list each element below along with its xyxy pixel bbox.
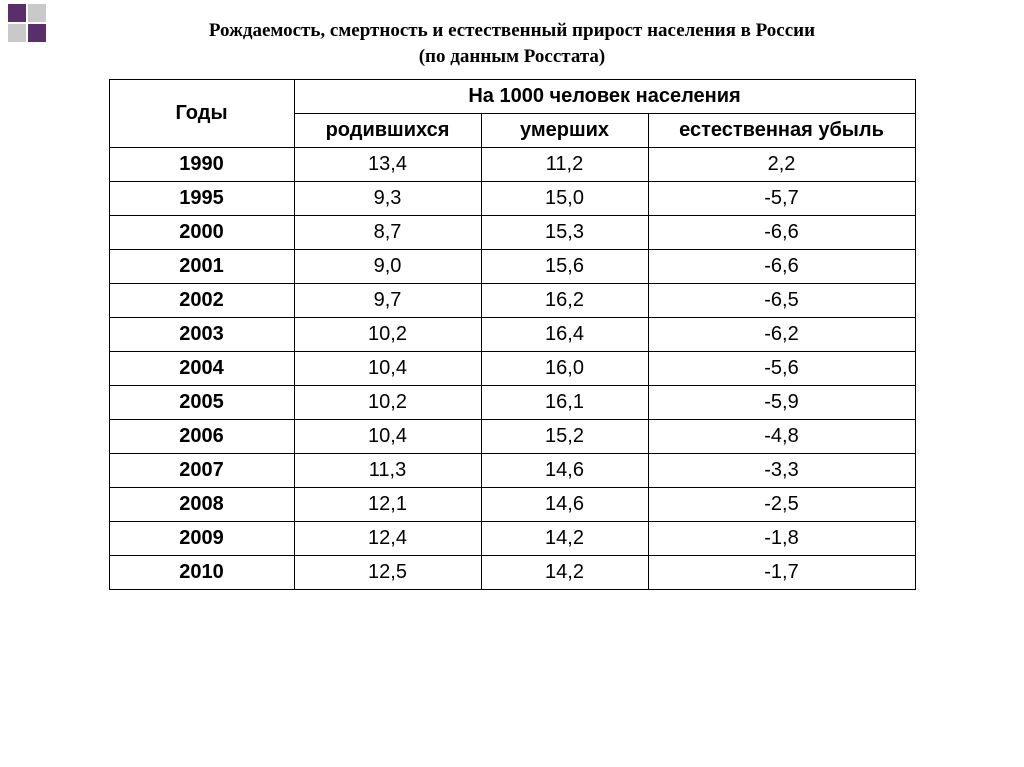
- table-row: 20019,015,6-6,6: [109, 250, 915, 284]
- cell-year: 1995: [109, 182, 294, 216]
- cell-died: 15,0: [481, 182, 648, 216]
- table-row: 200410,416,0-5,6: [109, 352, 915, 386]
- cell-year: 2008: [109, 488, 294, 522]
- cell-natural: -4,8: [648, 420, 915, 454]
- table-row: 20008,715,3-6,6: [109, 216, 915, 250]
- cell-born: 11,3: [294, 454, 481, 488]
- cell-born: 10,4: [294, 352, 481, 386]
- table-row: 200510,216,1-5,9: [109, 386, 915, 420]
- cell-natural: -6,6: [648, 216, 915, 250]
- cell-born: 10,2: [294, 318, 481, 352]
- cell-died: 15,3: [481, 216, 648, 250]
- cell-died: 15,2: [481, 420, 648, 454]
- header-group: На 1000 человек населения: [294, 80, 915, 114]
- cell-died: 15,6: [481, 250, 648, 284]
- cell-died: 16,0: [481, 352, 648, 386]
- decoration-square: [8, 4, 26, 22]
- cell-year: 2002: [109, 284, 294, 318]
- table-row: 20029,716,2-6,5: [109, 284, 915, 318]
- cell-year: 2000: [109, 216, 294, 250]
- cell-died: 14,2: [481, 522, 648, 556]
- cell-born: 9,3: [294, 182, 481, 216]
- table-row: 200812,114,6-2,5: [109, 488, 915, 522]
- cell-year: 2001: [109, 250, 294, 284]
- cell-born: 12,5: [294, 556, 481, 590]
- table-row: 200610,415,2-4,8: [109, 420, 915, 454]
- cell-natural: -6,6: [648, 250, 915, 284]
- cell-natural: -3,3: [648, 454, 915, 488]
- cell-born: 9,0: [294, 250, 481, 284]
- cell-natural: -1,7: [648, 556, 915, 590]
- header-natural: естественная убыль: [648, 114, 915, 148]
- cell-year: 2003: [109, 318, 294, 352]
- cell-year: 2007: [109, 454, 294, 488]
- table-row: 200912,414,2-1,8: [109, 522, 915, 556]
- cell-born: 10,2: [294, 386, 481, 420]
- slide-title: Рождаемость, смертность и естественный п…: [0, 18, 1024, 69]
- cell-born: 13,4: [294, 148, 481, 182]
- table-row: 200711,314,6-3,3: [109, 454, 915, 488]
- cell-year: 2005: [109, 386, 294, 420]
- cell-born: 9,7: [294, 284, 481, 318]
- cell-died: 14,6: [481, 488, 648, 522]
- cell-born: 8,7: [294, 216, 481, 250]
- cell-natural: -5,9: [648, 386, 915, 420]
- cell-natural: -6,5: [648, 284, 915, 318]
- cell-died: 11,2: [481, 148, 648, 182]
- cell-died: 16,4: [481, 318, 648, 352]
- cell-natural: -1,8: [648, 522, 915, 556]
- cell-year: 2009: [109, 522, 294, 556]
- cell-died: 16,1: [481, 386, 648, 420]
- cell-year: 2006: [109, 420, 294, 454]
- cell-year: 1990: [109, 148, 294, 182]
- slide-decoration: [0, 0, 60, 50]
- table-row: 200310,216,4-6,2: [109, 318, 915, 352]
- table-row: 19959,315,0-5,7: [109, 182, 915, 216]
- cell-year: 2010: [109, 556, 294, 590]
- header-died: умерших: [481, 114, 648, 148]
- cell-died: 16,2: [481, 284, 648, 318]
- decoration-square: [28, 24, 46, 42]
- cell-died: 14,2: [481, 556, 648, 590]
- decoration-square: [8, 24, 26, 42]
- table-header-row-1: Годы На 1000 человек населения: [109, 80, 915, 114]
- decoration-square: [28, 4, 46, 22]
- cell-natural: 2,2: [648, 148, 915, 182]
- table-row: 199013,411,22,2: [109, 148, 915, 182]
- table-row: 201012,514,2-1,7: [109, 556, 915, 590]
- title-line-2: (по данным Росстата): [419, 46, 606, 67]
- slide-content: Рождаемость, смертность и естественный п…: [0, 0, 1024, 590]
- header-years: Годы: [109, 80, 294, 148]
- title-line-1: Рождаемость, смертность и естественный п…: [209, 20, 815, 41]
- header-born: родившихся: [294, 114, 481, 148]
- cell-year: 2004: [109, 352, 294, 386]
- cell-natural: -5,6: [648, 352, 915, 386]
- cell-born: 12,4: [294, 522, 481, 556]
- cell-natural: -6,2: [648, 318, 915, 352]
- cell-natural: -2,5: [648, 488, 915, 522]
- cell-natural: -5,7: [648, 182, 915, 216]
- cell-born: 12,1: [294, 488, 481, 522]
- cell-born: 10,4: [294, 420, 481, 454]
- cell-died: 14,6: [481, 454, 648, 488]
- population-table: Годы На 1000 человек населения родившихс…: [109, 79, 916, 590]
